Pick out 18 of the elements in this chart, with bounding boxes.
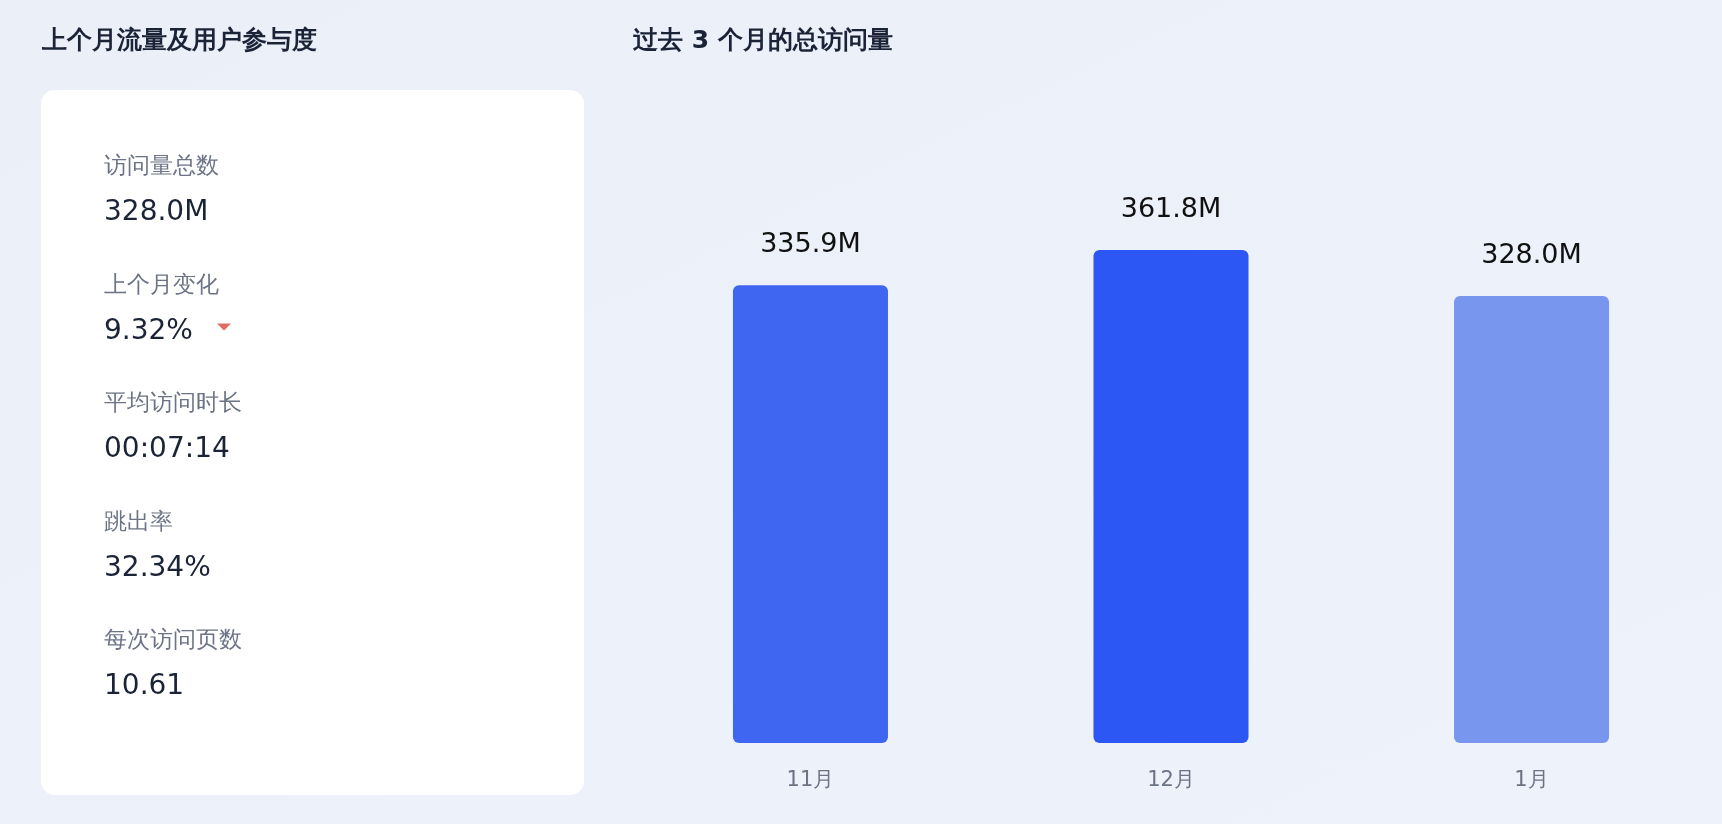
- text: 10.61: [104, 668, 185, 702]
- text: 每次访问页数: [104, 626, 242, 653]
- data-label: 328.0M: [1481, 238, 1582, 270]
- text: 328.0M: [104, 194, 209, 227]
- text: 9.32%: [104, 312, 193, 346]
- chart-title: 过去 3 个月的总访问量: [632, 25, 893, 54]
- text: 上个月变化: [104, 270, 219, 297]
- x-tick-label: 12月: [1147, 767, 1195, 791]
- x-tick-label: 11月: [786, 767, 835, 791]
- text: 00:07:14: [104, 431, 230, 465]
- data-label: 335.9M: [760, 227, 861, 259]
- text: 上个月流量及用户参与度: [41, 25, 317, 54]
- text: 32.34%: [104, 549, 211, 583]
- text: 平均访问时长: [104, 389, 242, 416]
- x-tick-label: 1月: [1514, 767, 1549, 791]
- text: 访问量总数: [104, 152, 219, 178]
- data-label: 361.8M: [1120, 192, 1222, 223]
- text: 跳出率: [104, 507, 173, 534]
